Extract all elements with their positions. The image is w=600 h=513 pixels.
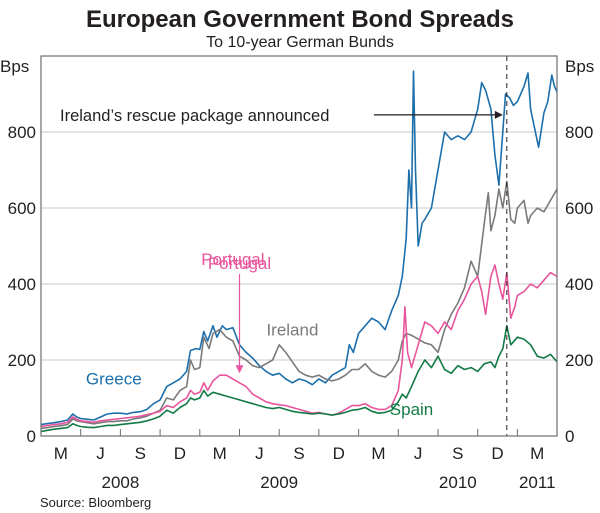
y-tick-right-0: 0	[565, 427, 574, 446]
y-tick-left-0: 0	[27, 427, 36, 446]
annotation-portugal: Portugal	[208, 254, 271, 273]
x-tick-label: D	[491, 444, 503, 463]
portugal-arrow-head-icon	[235, 365, 244, 374]
plot-frame	[40, 55, 558, 437]
y-tick-right-400: 400	[565, 275, 593, 294]
x-tick-label: S	[135, 444, 146, 463]
x-tick-label: S	[452, 444, 463, 463]
y-tick-right-200: 200	[565, 351, 593, 370]
series-layer	[40, 70, 558, 433]
y-axis-unit-left: Bps	[0, 57, 29, 76]
y-tick-left-400: 400	[8, 275, 36, 294]
x-tick-label: D	[333, 444, 345, 463]
x-year-label-2009: 2009	[260, 473, 298, 492]
x-tick-label: M	[530, 444, 544, 463]
series-label-portugal: Portugal	[201, 250, 264, 269]
series-line-spain	[40, 325, 558, 433]
series-label-greece: Greece	[86, 370, 142, 389]
series-label-ireland: Ireland	[266, 320, 318, 339]
y-tick-right-600: 600	[565, 199, 593, 218]
y-tick-left-600: 600	[8, 199, 36, 218]
x-year-label-2011: 2011	[519, 473, 556, 492]
y-tick-left-800: 800	[8, 123, 36, 142]
source-note: Source: Bloomberg	[40, 495, 151, 510]
chart-title: European Government Bond Spreads	[86, 6, 514, 33]
x-tick-label: J	[255, 444, 264, 463]
chart-subtitle: To 10-year German Bunds	[206, 34, 394, 51]
series-line-greece	[40, 70, 558, 426]
y-axis-unit-right: Bps	[565, 57, 594, 76]
x-tick-label: S	[293, 444, 304, 463]
x-tick-label: M	[371, 444, 385, 463]
annotations: Greece Ireland Portugal Spain Ireland’s resc…	[60, 56, 508, 436]
x-tick-label: J	[414, 444, 423, 463]
x-year-label-2008: 2008	[101, 473, 139, 492]
x-tick-label: M	[213, 444, 227, 463]
arrow-head-icon	[494, 110, 503, 119]
annotation-ireland-rescue: Ireland’s rescue package announced	[60, 107, 329, 125]
y-tick-right-800: 800	[565, 123, 593, 142]
series-line-ireland	[40, 180, 558, 430]
y-tick-left-200: 200	[8, 351, 36, 370]
series-label-spain: Spain	[390, 400, 433, 419]
series-line-portugal	[40, 264, 558, 428]
x-tick-label: D	[174, 444, 186, 463]
x-tick-label: M	[54, 444, 68, 463]
x-year-label-2010: 2010	[439, 473, 477, 492]
x-tick-label: J	[96, 444, 105, 463]
